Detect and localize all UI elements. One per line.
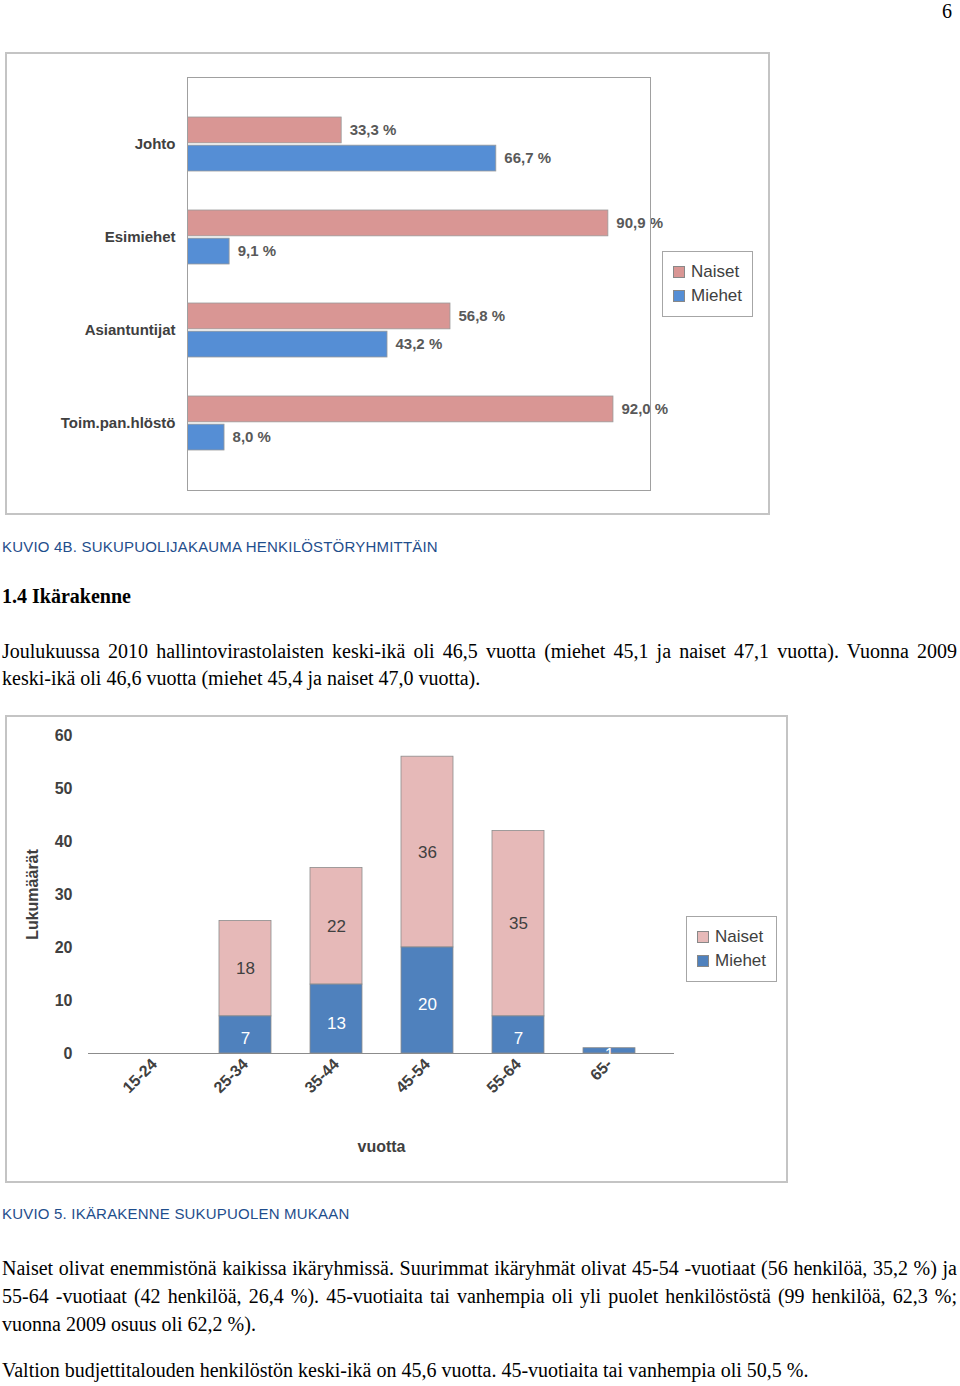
html-text:Miehet: Miehet: [691, 285, 742, 305]
svg-text:33,3 %: 33,3 %: [350, 121, 397, 138]
svg-text:43,2 %: 43,2 %: [396, 335, 443, 352]
svg-text:13: 13: [327, 1013, 346, 1032]
html-text:Valtion budjettitalouden henki: Valtion budjettitalouden henkilöstön kes…: [2, 1359, 809, 1381]
svg-text:10: 10: [55, 992, 73, 1009]
svg-text:92,0 %: 92,0 %: [621, 400, 668, 417]
svg-text:Toim.pan.hlöstö: Toim.pan.hlöstö: [61, 414, 176, 431]
svg-text:66,7 %: 66,7 %: [504, 149, 551, 166]
svg-text:Johto: Johto: [135, 135, 176, 152]
svg-text:9,1 %: 9,1 %: [238, 242, 276, 259]
svg-text:65-: 65-: [586, 1055, 616, 1084]
html-text:KUVIO 4B. SUKUPUOLIJAKAUMA HEN: KUVIO 4B. SUKUPUOLIJAKAUMA HENKILÖSTÖRYH…: [2, 538, 438, 555]
svg-text:Lukumäärät: Lukumäärät: [24, 848, 41, 939]
svg-text:30: 30: [55, 886, 73, 903]
html-text:Naiset olivat enemmistönä kaik: Naiset olivat enemmistönä kaikissa ikäry…: [2, 1257, 957, 1335]
svg-text:vuotta: vuotta: [358, 1138, 406, 1155]
svg-text:15-24: 15-24: [119, 1055, 160, 1096]
html-text:Naiset: Naiset: [715, 927, 764, 946]
svg-text:35-44: 35-44: [301, 1055, 342, 1096]
html-text:1.4 Ikärakenne: 1.4 Ikärakenne: [2, 585, 131, 607]
svg-text:20: 20: [55, 939, 73, 956]
html-text:Joulukuussa 2010 hallintoviras: Joulukuussa 2010 hallintovirastolaisten …: [2, 640, 957, 689]
svg-text:7: 7: [241, 1029, 250, 1048]
svg-text:90,9 %: 90,9 %: [616, 214, 663, 231]
svg-text:40: 40: [55, 833, 73, 850]
svg-text:35: 35: [509, 914, 528, 933]
svg-text:18: 18: [236, 959, 255, 978]
svg-text:56,8 %: 56,8 %: [458, 307, 505, 324]
svg-text:Esimiehet: Esimiehet: [105, 228, 176, 245]
svg-text:55-64: 55-64: [483, 1055, 524, 1096]
html-text:Miehet: Miehet: [715, 951, 766, 970]
svg-text:8,0 %: 8,0 %: [233, 428, 271, 445]
html-text:KUVIO 5. IKÄRAKENNE SUKUPUOLEN: KUVIO 5. IKÄRAKENNE SUKUPUOLEN MUKAAN: [2, 1205, 350, 1222]
svg-text:20: 20: [418, 995, 437, 1014]
svg-text:22: 22: [327, 917, 346, 936]
svg-text:0: 0: [64, 1045, 73, 1062]
html-text:Naiset: Naiset: [691, 261, 740, 281]
svg-text:50: 50: [55, 780, 73, 797]
svg-text:1: 1: [605, 1045, 614, 1064]
svg-text:36: 36: [418, 843, 437, 862]
svg-text:Asiantuntijat: Asiantuntijat: [85, 321, 176, 338]
svg-text:60: 60: [55, 727, 73, 744]
svg-text:45-54: 45-54: [392, 1055, 433, 1096]
html-text:6: 6: [942, 0, 952, 22]
svg-text:25-34: 25-34: [210, 1055, 251, 1096]
svg-text:7: 7: [514, 1029, 523, 1048]
